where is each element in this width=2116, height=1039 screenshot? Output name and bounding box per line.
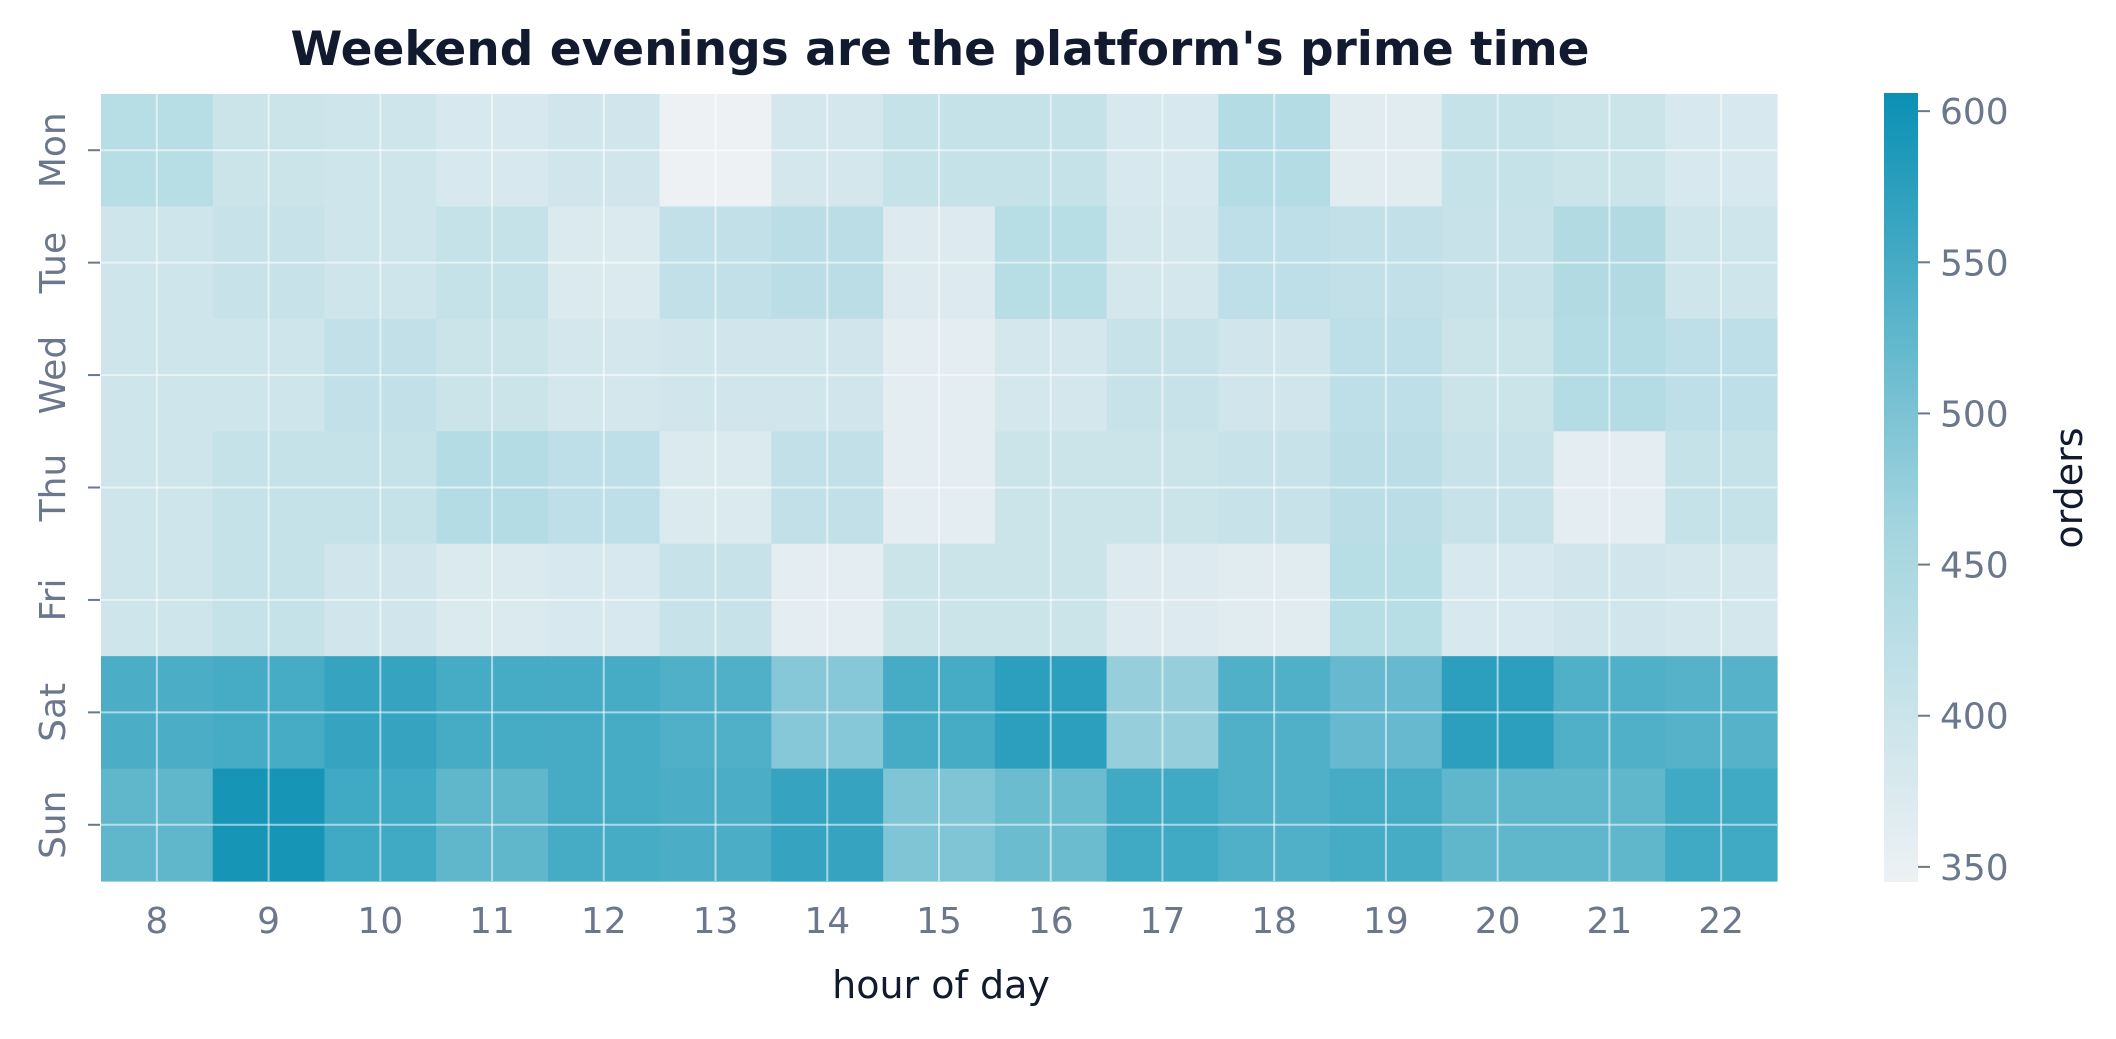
x-tick-label: 15 <box>916 901 962 942</box>
x-tick-label: 19 <box>1363 901 1409 942</box>
colorbar-gradient <box>1884 93 1918 882</box>
x-axis-label: hour of day <box>832 963 1050 1007</box>
y-tick-label: Mon <box>33 112 74 188</box>
y-tick-label: Wed <box>33 336 74 415</box>
colorbar-label: orders <box>2047 427 2091 548</box>
x-tick-label: 8 <box>145 901 168 942</box>
y-axis: Mon Tue Wed Thu Fri Sat Sun <box>33 112 100 859</box>
colorbar-tick-label: 450 <box>1940 546 2009 587</box>
colorbar-tick-label: 500 <box>1940 394 2009 435</box>
x-tick-label: 14 <box>804 901 850 942</box>
colorbar-tick-label: 350 <box>1940 848 2009 889</box>
x-tick-label: 12 <box>581 901 627 942</box>
x-tick-label: 18 <box>1251 901 1297 942</box>
x-tick-label: 17 <box>1140 901 1186 942</box>
x-tick-label: 16 <box>1028 901 1074 942</box>
x-tick-label: 9 <box>257 901 280 942</box>
x-tick-label: 22 <box>1698 901 1744 942</box>
y-tick-label: Sun <box>33 791 74 859</box>
x-axis: 8 9 10 11 12 13 14 15 16 17 18 19 20 21 22 <box>145 901 1744 942</box>
y-tick-label: Thu <box>33 454 74 523</box>
x-tick-label: 20 <box>1475 901 1521 942</box>
colorbar-tick-label: 400 <box>1940 697 2009 738</box>
x-tick-label: 10 <box>357 901 403 942</box>
y-tick-label: Tue <box>33 232 74 295</box>
gridlines <box>101 94 1777 881</box>
x-tick-label: 13 <box>693 901 739 942</box>
colorbar: 350 400 450 500 550 600 <box>1884 92 2009 889</box>
x-tick-label: 21 <box>1586 901 1632 942</box>
colorbar-tick-label: 600 <box>1940 92 2009 133</box>
chart-title: Weekend evenings are the platform's prim… <box>290 22 1589 77</box>
y-tick-label: Sat <box>33 683 74 742</box>
colorbar-tick-label: 550 <box>1940 243 2009 284</box>
y-tick-label: Fri <box>33 578 74 621</box>
x-tick-label: 11 <box>469 901 515 942</box>
